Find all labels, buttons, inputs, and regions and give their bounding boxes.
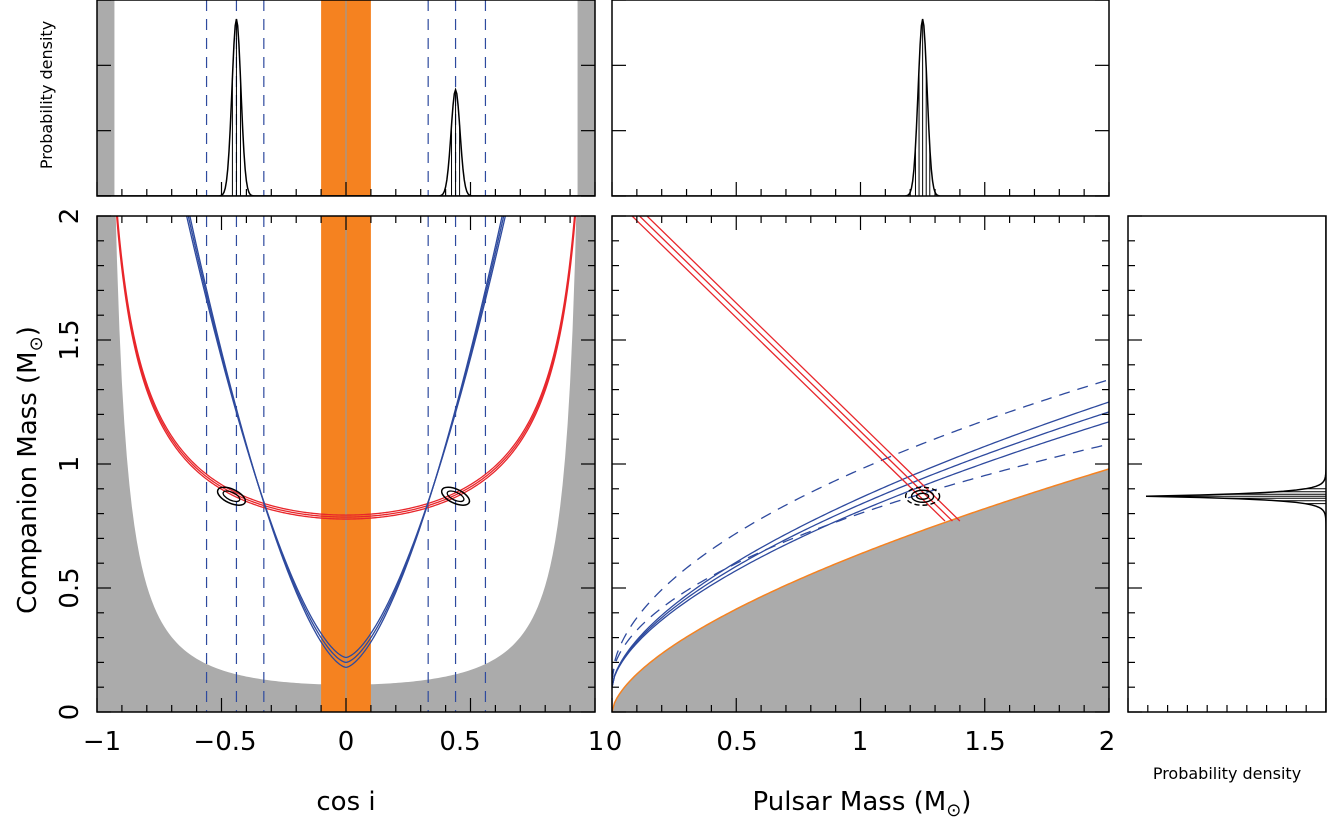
confidence-contour [910, 489, 935, 503]
boundary-curve [612, 468, 1109, 712]
confidence-contour [904, 486, 941, 506]
right-x-axis-label: Probability density [1153, 764, 1301, 783]
y-tick-label: 2 [55, 208, 85, 225]
blue-constraint-curve [185, 216, 507, 659]
confidence-contour [222, 490, 241, 503]
x-tick-label: 0.5 [439, 727, 480, 757]
y-tick-label: 1.5 [55, 319, 85, 360]
red-constraint-line [638, 216, 953, 522]
right-frame [1127, 215, 1327, 713]
companion-mass-probability-panel [1145, 216, 1326, 712]
x-tick-label: −0.5 [193, 727, 256, 757]
y-tick-label: 0.5 [55, 567, 85, 608]
top-y-axis-label: Probability density [37, 21, 56, 169]
x-tick-label: 0 [606, 727, 623, 757]
x-tick-label: 1.5 [964, 727, 1005, 757]
x-tick-label: 0 [338, 727, 355, 757]
red-constraint-curve [116, 216, 576, 518]
cosi-probability-panel [97, 0, 595, 196]
x-tick-label: 2 [1099, 727, 1116, 757]
red-constraint-curve [116, 216, 576, 516]
forbidden-region [577, 0, 595, 196]
y-tick-labels: 0 0.5 1 1.5 2 [55, 208, 85, 721]
cosi-companion-mass-panel [97, 216, 595, 712]
x-tick-label: −1 [83, 727, 121, 757]
forbidden-region [97, 0, 115, 196]
probability-curve [1145, 216, 1326, 712]
y-tick-label: 0 [55, 704, 85, 721]
pulsar-x-tick-labels: 0 0.5 1 1.5 2 [606, 727, 1116, 757]
y-axis-label: Companion Mass (M⊙) [13, 326, 47, 614]
x-tick-label: 1 [588, 727, 605, 757]
blue-constraint-curve [612, 401, 1109, 688]
confidence-contour [216, 486, 247, 506]
panel-frames [96, 0, 1327, 713]
probability-curve [612, 18, 1109, 196]
x-tick-label: 0.5 [716, 727, 757, 757]
pulsar-mass-probability-panel [612, 18, 1109, 196]
red-constraint-line [646, 216, 961, 522]
pulsar-companion-mass-panel [612, 216, 1109, 712]
forbidden-region [97, 216, 595, 712]
pulsar-x-axis-label: Pulsar Mass (M⊙) [753, 787, 972, 821]
dashed-constraint-curve [612, 443, 1109, 680]
cosi-x-axis-label: cos i [316, 787, 375, 817]
confidence-contour [915, 492, 930, 500]
x-tick-label: 1 [852, 727, 869, 757]
red-constraint-curve [115, 216, 577, 520]
red-constraint-line [631, 216, 946, 522]
blue-constraint-curve [612, 411, 1109, 688]
dashed-constraint-curve [612, 379, 1109, 680]
forbidden-region [612, 468, 1109, 712]
cosi-x-tick-labels: −1 −0.5 0 0.5 1 [83, 727, 604, 757]
blue-constraint-curve [612, 421, 1109, 688]
confidence-contour [446, 490, 465, 503]
y-tick-label: 1 [55, 456, 85, 473]
blue-constraint-curve [187, 216, 505, 664]
top-middle-frame [611, 0, 1110, 197]
confidence-contour [440, 486, 471, 506]
